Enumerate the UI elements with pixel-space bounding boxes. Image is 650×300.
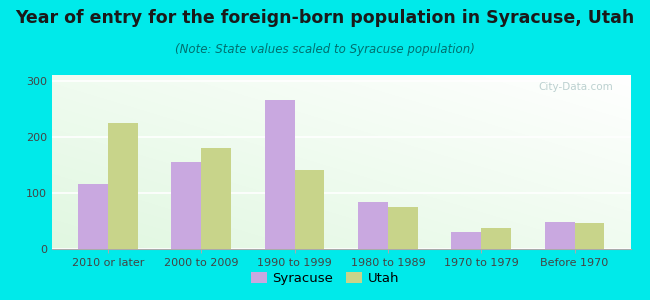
Bar [265,100,294,249]
Text: Year of entry for the foreign-born population in Syracuse, Utah: Year of entry for the foreign-born popul… [16,9,634,27]
Bar [481,228,511,249]
Bar [358,202,388,249]
Bar [78,184,108,249]
Bar [172,162,202,249]
Bar [294,170,324,249]
Text: (Note: State values scaled to Syracuse population): (Note: State values scaled to Syracuse p… [175,44,475,56]
Legend: Syracuse, Utah: Syracuse, Utah [246,267,404,290]
Text: City-Data.com: City-Data.com [538,82,613,92]
Bar [202,148,231,249]
Bar [575,223,604,249]
Bar [451,232,481,249]
Bar [388,207,418,249]
Bar [108,123,138,249]
Bar [545,222,575,249]
